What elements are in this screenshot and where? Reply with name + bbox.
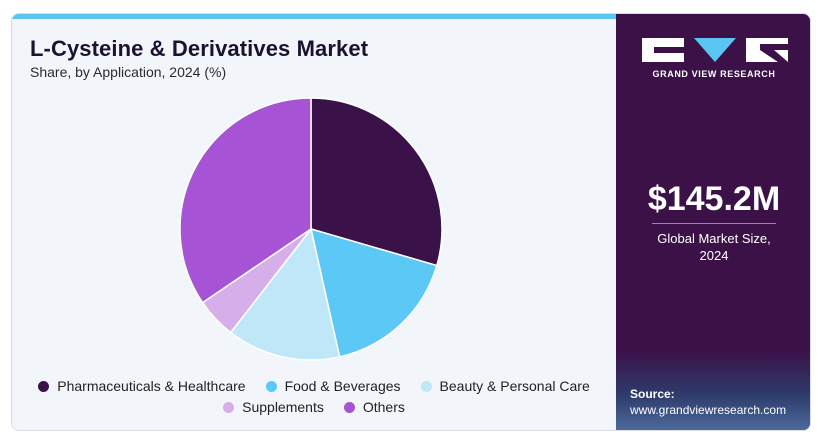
legend-label: Pharmaceuticals & Healthcare <box>57 378 246 394</box>
legend-item-others: Others <box>343 399 405 415</box>
pie-slice-food-beverages <box>309 227 438 358</box>
legend-label: Others <box>362 399 405 415</box>
market-size-label-line2: 2024 <box>699 248 729 263</box>
market-size-label: Global Market Size, 2024 <box>616 230 810 264</box>
divider <box>652 223 776 224</box>
legend-row-2: Supplements Others <box>12 399 616 415</box>
pie-slice-others <box>179 97 312 304</box>
market-size-label-line1: Global Market Size, <box>657 231 771 246</box>
pie-slice-pharmaceuticals-healthcare <box>310 97 443 267</box>
brand-name: GRAND VIEW RESEARCH <box>652 69 776 79</box>
chart-title: L-Cysteine & Derivatives Market <box>30 36 369 61</box>
pie-chart <box>179 97 443 361</box>
sidebar-footer-gradient <box>616 350 810 430</box>
summary-sidebar: GRAND VIEW RESEARCH $145.2M Global Marke… <box>616 14 810 430</box>
legend-label: Beauty & Personal Care <box>439 378 590 394</box>
legend-item-food-beverages: Food & Beverages <box>265 378 401 394</box>
source-link[interactable]: www.grandviewresearch.com <box>630 403 787 417</box>
legend-swatch <box>343 401 355 413</box>
legend-item-supplements: Supplements <box>223 399 324 415</box>
source-label: Source: <box>630 387 675 401</box>
legend-swatch <box>223 401 235 413</box>
grand-view-research-logo <box>642 38 788 62</box>
legend-swatch <box>38 380 50 392</box>
legend-item-beauty-personal-care: Beauty & Personal Care <box>420 378 590 394</box>
legend-swatch <box>265 380 277 392</box>
legend-label: Supplements <box>242 399 324 415</box>
accent-bar <box>12 14 616 19</box>
pie-slice-beauty-personal-care <box>229 227 341 361</box>
chart-panel: L-Cysteine & Derivatives Market Share, b… <box>12 14 616 430</box>
chart-subtitle: Share, by Application, 2024 (%) <box>30 64 227 80</box>
legend-row-1: Pharmaceuticals & Healthcare Food & Bever… <box>12 378 616 394</box>
infographic-card: L-Cysteine & Derivatives Market Share, b… <box>11 13 811 431</box>
legend-swatch <box>420 380 432 392</box>
market-size-value: $145.2M <box>647 180 781 218</box>
legend-item-pharmaceuticals-healthcare: Pharmaceuticals & Healthcare <box>38 378 246 394</box>
legend-label: Food & Beverages <box>284 378 401 394</box>
